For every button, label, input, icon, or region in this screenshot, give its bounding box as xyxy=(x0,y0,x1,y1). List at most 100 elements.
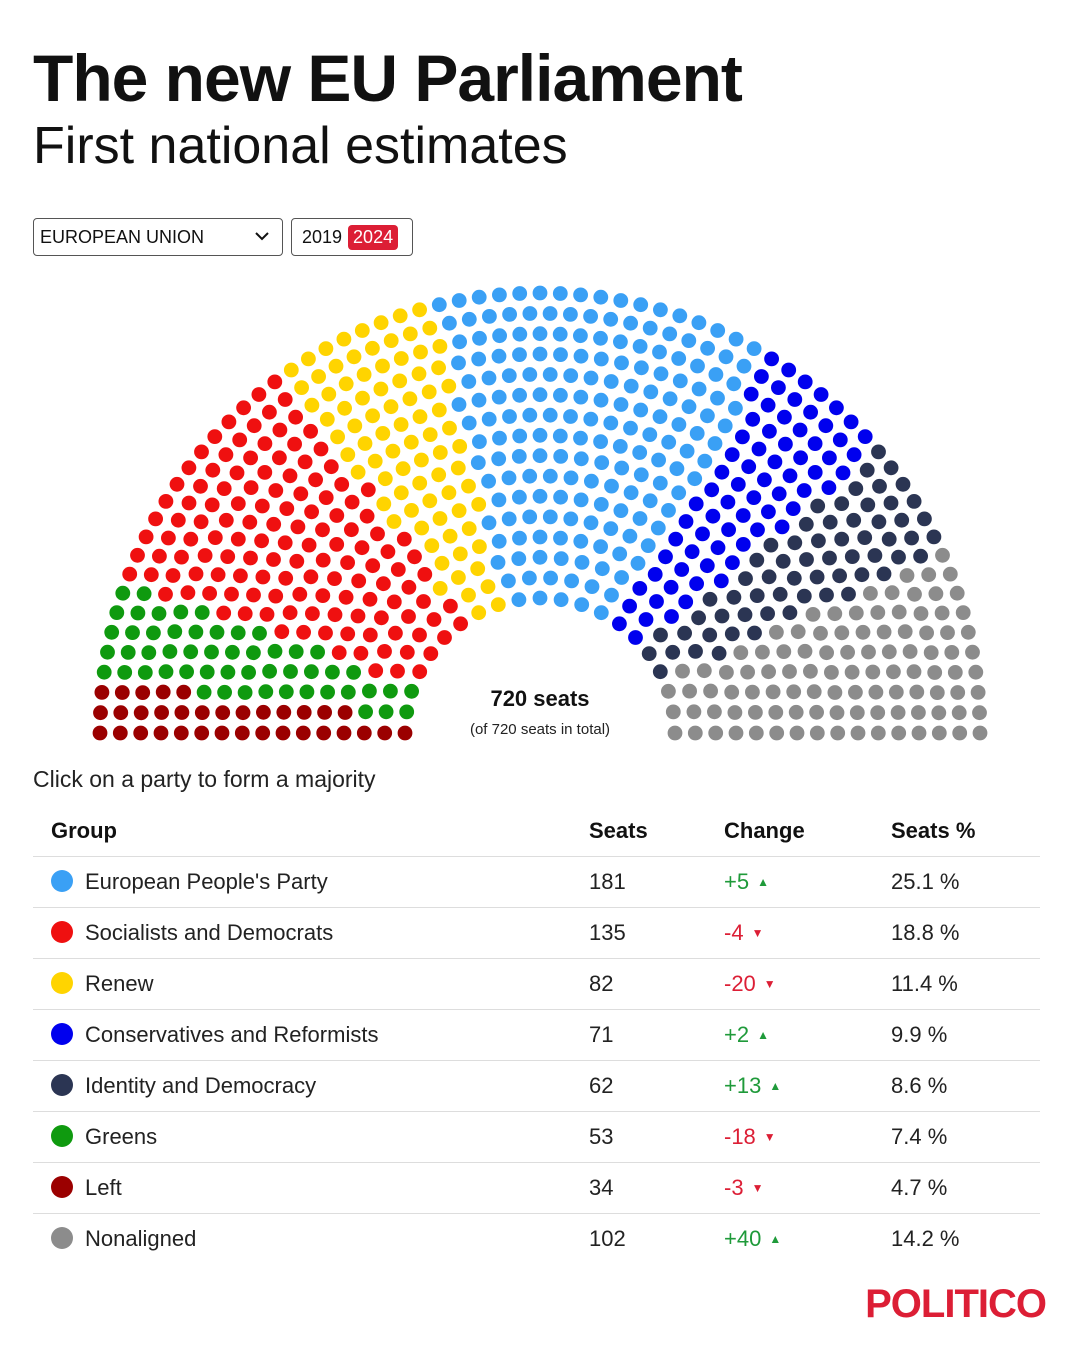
seat-dot xyxy=(283,362,299,378)
year-option-2019[interactable]: 2019 xyxy=(302,226,343,247)
seat-dot xyxy=(583,515,599,531)
seat-dot xyxy=(316,725,332,741)
seat-dot xyxy=(640,538,656,553)
seat-dot xyxy=(894,512,910,528)
seat-dot xyxy=(279,501,295,516)
seat-dot xyxy=(183,531,199,547)
seat-dot xyxy=(690,358,705,374)
table-row[interactable]: Left 34 -3 ▼ 4.7 % xyxy=(33,1162,1040,1214)
table-row[interactable]: Nonaligned 102 +40 ▲ 14.2 % xyxy=(33,1214,1040,1265)
party-name: Socialists and Democrats xyxy=(85,920,334,945)
table-row[interactable]: Socialists and Democrats 135 -4 ▼ 18.8 % xyxy=(33,907,1040,959)
seat-dot xyxy=(218,447,234,463)
seat-dot xyxy=(796,483,812,498)
seat-dot xyxy=(834,625,850,641)
seat-dot xyxy=(542,509,558,525)
seat-dot xyxy=(921,567,937,583)
table-row[interactable]: Renew 82 -20 ▼ 11.4 % xyxy=(33,958,1040,1010)
seat-dot xyxy=(317,705,332,720)
party-color-dot xyxy=(51,1227,73,1250)
year-option-2024[interactable]: 2024 xyxy=(348,224,399,250)
seat-dot xyxy=(257,436,273,451)
seat-dot xyxy=(176,684,192,700)
seat-dot xyxy=(622,598,637,614)
seat-dot xyxy=(512,387,527,403)
seat-dot xyxy=(471,289,487,305)
seat-dot xyxy=(696,663,712,679)
seat-dot xyxy=(835,465,851,481)
seat-dot xyxy=(710,540,726,556)
seat-dot xyxy=(870,725,886,741)
seat-dot xyxy=(262,404,277,420)
seat-dot xyxy=(552,286,568,301)
seat-dot xyxy=(258,684,274,700)
seat-dot xyxy=(634,360,649,376)
seat-dot xyxy=(471,497,487,512)
seat-dot xyxy=(799,552,814,567)
seat-dot xyxy=(678,594,694,610)
seat-dot xyxy=(711,645,727,661)
seat-dot xyxy=(793,450,808,466)
seat-dot xyxy=(584,579,600,594)
seat-dot xyxy=(809,725,825,741)
seat-dot xyxy=(380,544,396,560)
seat-dot xyxy=(412,409,428,425)
seat-dot xyxy=(522,306,538,321)
region-select[interactable]: EUROPEAN UNION xyxy=(33,218,283,256)
triangle-up-icon: ▲ xyxy=(769,1079,782,1093)
seat-dot xyxy=(100,644,115,660)
seat-dot xyxy=(188,624,204,640)
seat-dot xyxy=(174,549,189,565)
seat-dot xyxy=(805,607,821,622)
seat-dot xyxy=(699,558,715,574)
seat-dot xyxy=(593,351,609,367)
seat-dot xyxy=(370,526,385,542)
seat-dot xyxy=(340,684,356,700)
seat-dot xyxy=(913,606,929,621)
seat-dot xyxy=(303,569,319,585)
seat-dot xyxy=(926,529,942,545)
seat-dot xyxy=(243,480,259,495)
seat-dot xyxy=(375,426,391,441)
seat-dot xyxy=(386,514,402,529)
seat-dot xyxy=(702,591,718,607)
seat-dot xyxy=(492,328,507,344)
seat-dot xyxy=(691,381,707,397)
seat-dot xyxy=(687,471,703,487)
column-header-seats: Seats xyxy=(589,806,724,857)
seat-dot xyxy=(906,664,922,680)
seat-dot xyxy=(714,464,730,480)
seats-cell: 135 xyxy=(589,907,724,959)
seat-dot xyxy=(120,645,136,660)
seat-dot xyxy=(154,705,170,720)
seat-dot xyxy=(735,508,751,523)
seat-dot xyxy=(653,302,668,318)
seat-dot xyxy=(931,725,947,741)
seat-dot xyxy=(809,704,824,720)
seat-dot xyxy=(412,475,428,491)
seat-dot xyxy=(593,330,608,346)
seat-dot xyxy=(256,704,271,720)
table-row[interactable]: Conservatives and Reformists 71 +2 ▲ 9.9 % xyxy=(33,1009,1040,1061)
seat-dot xyxy=(292,586,308,602)
table-row[interactable]: Greens 53 -18 ▼ 7.4 % xyxy=(33,1111,1040,1163)
seat-dot xyxy=(919,625,934,641)
seat-dot xyxy=(196,684,212,700)
table-row[interactable]: Identity and Democracy 62 +13 ▲ 8.6 % xyxy=(33,1060,1040,1112)
seat-dot xyxy=(207,530,223,545)
seat-dot xyxy=(246,418,262,434)
seat-dot xyxy=(112,725,128,741)
seat-dot xyxy=(204,497,220,513)
seat-dot xyxy=(272,450,287,466)
seat-dot xyxy=(603,521,619,536)
change-value: -18 xyxy=(724,1124,756,1149)
seat-dot xyxy=(246,645,261,661)
seat-dot xyxy=(481,411,497,427)
seat-dot xyxy=(813,387,829,402)
seat-dot xyxy=(705,508,721,524)
seat-dot xyxy=(340,626,356,642)
seat-dot xyxy=(584,473,599,489)
seat-dot xyxy=(724,626,740,642)
seat-dot xyxy=(310,644,325,660)
table-row[interactable]: European People's Party 181 +5 ▲ 25.1 % xyxy=(33,856,1040,908)
